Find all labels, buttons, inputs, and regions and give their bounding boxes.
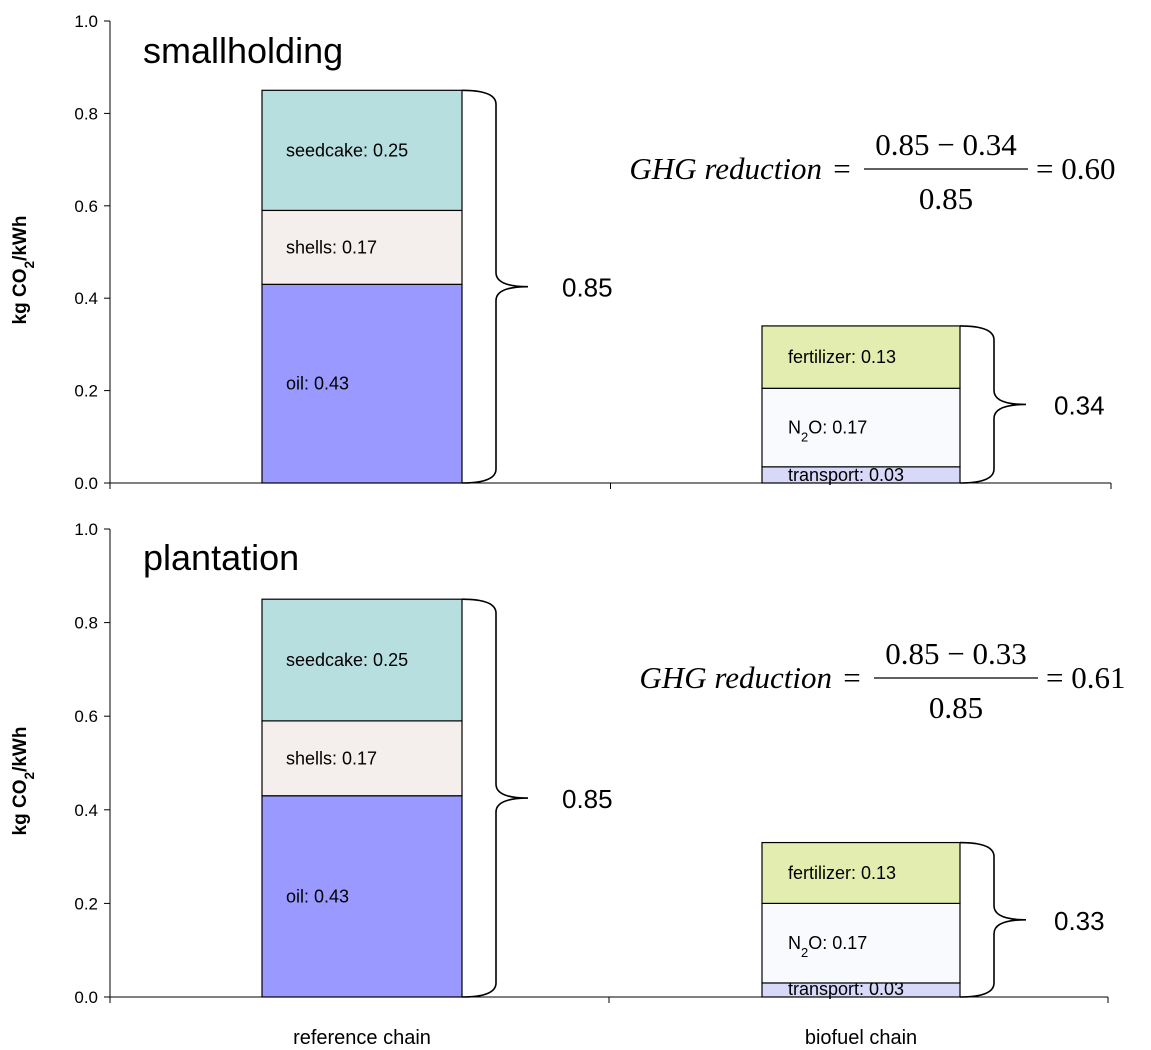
bar-segment-oil	[261, 795, 463, 998]
bar-total-label: 0.85	[562, 273, 613, 303]
y-tick-label: 0.2	[74, 894, 98, 913]
segment-label: transport: 0.03	[788, 465, 904, 485]
equation-numerator: 0.85 − 0.33	[885, 636, 1026, 671]
segment-label: transport: 0.03	[788, 979, 904, 999]
total-brace	[959, 325, 1027, 484]
equation-result: = 0.60	[1036, 151, 1115, 186]
ghg-reduction-equation: GHG reduction = 0.85 − 0.33 0.85 = 0.61	[639, 636, 1125, 725]
segment-label: shells: 0.17	[286, 237, 377, 257]
x-category-label: biofuel chain	[805, 1027, 917, 1049]
bar-reference-chain: oil: 0.43 shells: 0.17 seedcake: 0.25	[261, 89, 463, 484]
bar-segment-oil	[261, 283, 463, 484]
segment-label: fertilizer: 0.13	[788, 863, 896, 883]
equation-equals: =	[843, 660, 860, 695]
panel-title: smallholding	[143, 30, 343, 71]
segment-label: oil: 0.43	[286, 886, 349, 906]
ghg-reduction-equation: GHG reduction = 0.85 − 0.34 0.85 = 0.60	[629, 127, 1115, 216]
segment-label: oil: 0.43	[286, 374, 349, 394]
bar-total-label: 0.34	[1054, 390, 1105, 420]
x-category-label: reference chain	[293, 1027, 431, 1049]
equation-result: = 0.61	[1046, 660, 1125, 695]
equation-equals: =	[833, 151, 850, 186]
y-tick-label: 0.4	[74, 289, 98, 308]
segment-label: N2O: 0.17	[788, 933, 867, 960]
total-brace	[959, 841, 1027, 998]
bar-total-label: 0.85	[562, 784, 613, 814]
equation-denominator: 0.85	[919, 181, 973, 216]
equation-numerator: 0.85 − 0.34	[875, 127, 1017, 162]
y-axis-label: kg CO2/kWh	[10, 216, 37, 325]
y-tick-label: 0.8	[74, 104, 98, 123]
bar-reference-chain: oil: 0.43 shells: 0.17 seedcake: 0.25	[261, 598, 463, 998]
bar-segment-shells	[261, 720, 463, 797]
y-tick-label: 0.2	[74, 382, 98, 401]
bar-total-label: 0.33	[1054, 906, 1105, 936]
y-tick-label: 0.0	[74, 474, 98, 493]
segment-label: N2O: 0.17	[788, 418, 867, 445]
bar-segment-fertilizer	[761, 841, 961, 904]
y-tick-label: 0.6	[74, 707, 98, 726]
segment-label: seedcake: 0.25	[286, 650, 408, 670]
bar-segment-n2o	[761, 902, 961, 984]
equation-denominator: 0.85	[929, 690, 983, 725]
total-brace	[461, 598, 529, 998]
y-tick-label: 0.4	[74, 801, 98, 820]
segment-label: shells: 0.17	[286, 748, 377, 768]
chart-panel-smallholding: 0.0 0.2 0.4 0.6 0.8 1.0 kg CO2/kWh smallholding…	[10, 12, 1115, 493]
bar-segment-seedcake	[261, 89, 463, 212]
bar-segment-seedcake	[261, 598, 463, 722]
segment-label: fertilizer: 0.13	[788, 347, 896, 367]
chart-panel-plantation: 0.0 0.2 0.4 0.6 0.8 1.0 kg CO2/kWh plantation oi…	[10, 520, 1125, 1049]
bar-biofuel-chain: transport: 0.03 N2O: 0.17 fertilizer: 0.13	[761, 325, 961, 485]
bar-segment-n2o	[761, 387, 961, 468]
bar-segment-shells	[261, 209, 463, 285]
y-tick-label: 0.8	[74, 614, 98, 633]
y-tick-label: 0.0	[74, 988, 98, 1007]
y-tick-label: 1.0	[74, 12, 98, 31]
equation-lhs: GHG reduction	[639, 660, 832, 695]
y-tick-label: 0.6	[74, 197, 98, 216]
y-axis-label: kg CO2/kWh	[10, 727, 37, 836]
bar-biofuel-chain: transport: 0.03 N2O: 0.17 fertilizer: 0.13	[761, 841, 961, 999]
equation-lhs: GHG reduction	[629, 151, 822, 186]
y-tick-label: 1.0	[74, 520, 98, 539]
segment-label: seedcake: 0.25	[286, 140, 408, 160]
panel-title: plantation	[143, 537, 299, 578]
total-brace	[461, 89, 529, 484]
bar-segment-fertilizer	[761, 325, 961, 389]
